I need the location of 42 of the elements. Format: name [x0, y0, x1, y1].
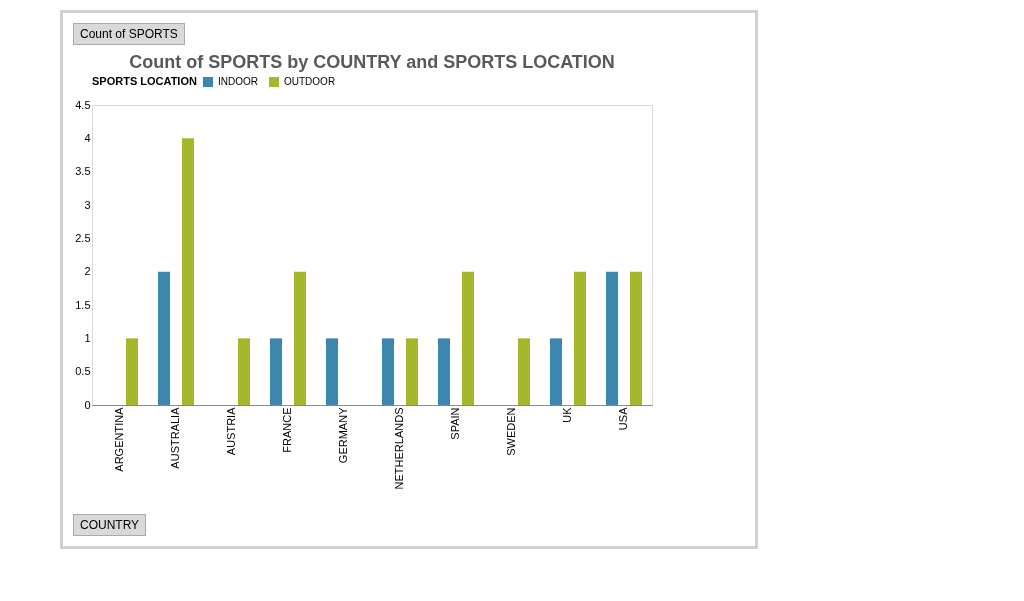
- bar: [630, 271, 642, 405]
- bar: [438, 338, 450, 405]
- x-tick-label: NETHERLANDS: [393, 407, 405, 490]
- y-tick-label: 4: [84, 131, 91, 144]
- y-tick-label: 3.5: [75, 165, 91, 178]
- chart-title: Count of SPORTS by COUNTRY and SPORTS LOCATION: [129, 52, 615, 72]
- bar: [126, 338, 138, 405]
- x-tick-label: GERMANY: [337, 406, 349, 464]
- x-tick-label: USA: [617, 406, 629, 431]
- bar: [382, 338, 394, 405]
- y-tick-label: 0.5: [75, 365, 91, 378]
- bar: [182, 138, 194, 405]
- x-tick-label: AUSTRIA: [225, 406, 237, 456]
- y-tick-label: 2.5: [75, 231, 91, 244]
- text: Count of SPORTS: [73, 23, 185, 45]
- bar: [238, 338, 250, 405]
- legend-label: INDOOR: [218, 76, 258, 87]
- bar: [518, 338, 530, 405]
- y-tick-label: 1.5: [75, 298, 91, 311]
- x-tick-label: FRANCE: [281, 407, 293, 453]
- bar: [270, 338, 282, 405]
- x-tick-label: UK: [561, 406, 573, 423]
- bar: [326, 338, 338, 405]
- y-tick-label: 2: [84, 265, 91, 278]
- bar: [574, 271, 586, 405]
- y-tick-label: 1: [84, 331, 91, 344]
- x-tick-label: ARGENTINA: [113, 406, 125, 472]
- bar: [294, 271, 306, 405]
- bar: [550, 338, 562, 405]
- bar: [606, 271, 618, 405]
- bar: [158, 271, 170, 405]
- legend-title: SPORTS LOCATION: [92, 75, 197, 87]
- x-tick-label: AUSTRALIA: [169, 406, 181, 469]
- y-tick-label: 4.5: [75, 98, 91, 111]
- x-tick-label: SPAIN: [449, 407, 461, 440]
- legend-label: OUTDOOR: [284, 76, 336, 87]
- bar: [406, 338, 418, 405]
- x-tick-label: SWEDEN: [505, 407, 517, 456]
- bar: [462, 271, 474, 405]
- y-tick-label: 0: [84, 398, 91, 411]
- y-tick-label: 3: [84, 198, 91, 211]
- text: COUNTRY: [73, 514, 147, 536]
